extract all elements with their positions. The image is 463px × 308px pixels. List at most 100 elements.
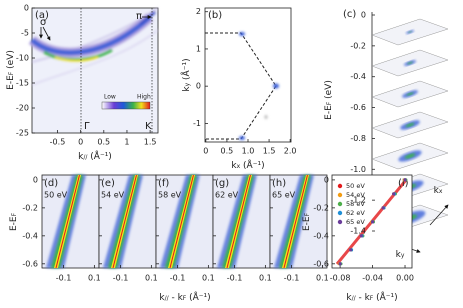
x-tick-label: -0.1 [227,274,243,283]
y-tick-label: 0 [196,82,201,91]
data-point [392,192,396,196]
cut-intensity [406,92,414,96]
cut-intensity [407,61,413,65]
x-axis-label: kx (Å⁻¹) [231,159,264,171]
x-tick-label: 0.5 [221,147,234,156]
legend-marker [337,210,343,216]
fermi-pockets [239,32,279,140]
legend-marker [337,183,343,189]
x-tick-label: -0.1 [284,274,300,283]
y-tick-label: -1.0 [350,165,366,174]
subscript: // [165,295,170,302]
label-part: E-E [9,216,19,231]
panel-label: (g) [215,178,229,189]
y-tick-label: -0.2 [350,41,366,50]
label-part: k [182,86,192,92]
band-intensity [283,174,308,269]
x-tick-label: -0.1 [113,274,129,283]
x-tick-label: 0.1 [145,274,158,283]
data-point [349,248,353,252]
y-tick-label: -0.2 [22,203,38,212]
label-part: (Å⁻¹) [240,159,264,171]
label-part: (Å⁻¹) [180,58,192,82]
y-tick-label: -0.4 [22,231,38,240]
panel-label: (d) [44,178,58,189]
data-point [381,206,385,210]
x-tick-label: -0.08 [330,274,351,283]
x-tick-label: 2.0 [284,147,297,156]
y-tick-label: -0.4 [313,231,329,240]
annotation: Low [104,94,116,101]
y-tick-label: 0 [33,175,38,184]
photon-energy: 62 eV [215,191,239,200]
kx-arrow [429,204,449,226]
panel-label: (e) [101,178,115,189]
legend-marker [337,219,343,225]
band-intensity [55,174,80,269]
y-tick-label: -1.2 [350,196,366,205]
y-tick-label: 0 [361,11,366,20]
y-tick-label: -0.2 [313,203,329,212]
x-tick-label: 0.00 [396,274,414,283]
x-tick-label: 0.1 [316,274,329,283]
subscript: y [401,252,405,259]
y-tick-label: 0 [324,175,329,184]
subscript: F [8,71,15,75]
y-tick-label: -1 [193,119,201,128]
cut-intensity [405,122,415,128]
label-part: - k [169,293,184,303]
panel-b-frame [204,7,292,143]
label-part: (eV) [6,50,16,72]
ky-label: ky [396,250,405,260]
y-tick-label: 2 [196,7,201,16]
band-intensity [112,174,137,269]
legend-label: 62 eV [346,209,365,217]
subscript: F [304,212,311,216]
bz-boundary [205,32,277,140]
legend-label: 58 eV [346,200,365,208]
y-tick-label: -0.6 [350,103,366,112]
y-tick-label: 0 [24,4,29,13]
x-tick-label: 1.0 [242,147,255,156]
label-part: E-E [302,216,312,231]
x-tick-label: -0.5 [50,138,66,147]
x-axis-label: k// - kF (Å⁻¹) [346,291,397,303]
y-tick-label: 1 [196,44,201,53]
subscript: y [184,82,191,86]
y-axis-label: E-EF (eV) [324,80,334,120]
photon-energy: 65 eV [272,191,296,200]
cut-intensity [404,153,416,159]
annotation: High [137,94,151,101]
y-axis-label: E-EF (eV) [6,50,16,90]
data-point [359,234,363,238]
y-axis-label: E-EF [302,212,312,231]
y-tick-label: -0.4 [350,72,366,81]
panel-label: (i) [398,178,409,189]
subscript: F [370,295,374,302]
cut-intensity [408,31,412,33]
legend-label: 50 eV [346,182,365,190]
panel-label: (a) [35,10,49,21]
label-part: k [396,250,402,260]
label-part: k [346,293,352,303]
x-tick-label: 1.5 [144,138,157,147]
y-tick-label: -0.6 [313,259,329,268]
y-axis-label: ky (Å⁻¹) [180,58,192,91]
y-tick-label: -0.6 [22,259,38,268]
annotation: K [145,121,152,132]
label-part: - k [356,293,371,303]
label-part: E-E [324,105,334,120]
label-part: (eV) [324,80,334,102]
x-tick-label: -0.1 [56,274,72,283]
label-part: k [434,186,440,196]
x-tick-label: 0 [203,147,208,156]
legend-marker [337,201,343,207]
label-part: E-E [6,75,16,90]
y-tick-label: -20 [16,104,29,113]
x-axis-label: k// (Å⁻¹) [78,150,112,162]
x-tick-label: 0.1 [259,274,272,283]
photon-energy: 58 eV [158,191,182,200]
legend-label: 54 eV [346,191,365,199]
panel-a-spectrum [28,7,159,86]
